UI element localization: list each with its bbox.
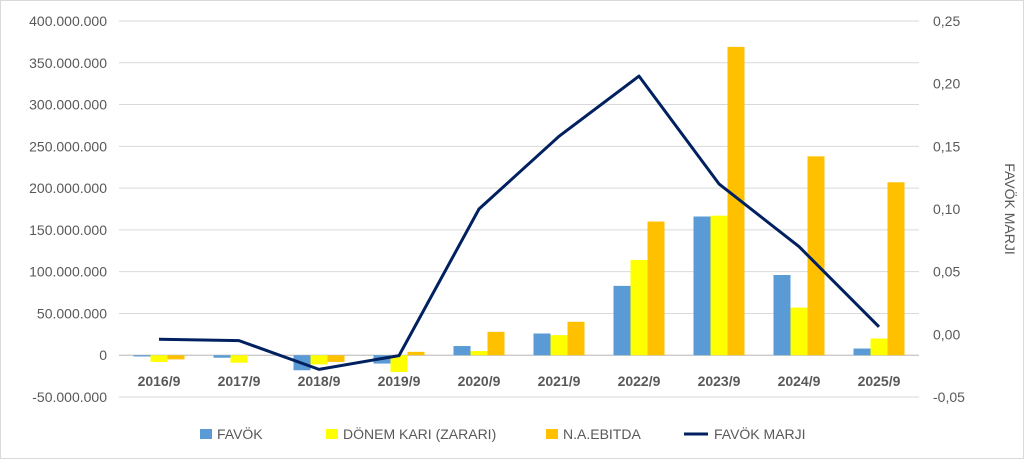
y-right-tick-label: 0,10 bbox=[933, 201, 960, 217]
bar bbox=[630, 259, 648, 356]
bar bbox=[167, 355, 185, 360]
bar bbox=[390, 355, 408, 372]
bar bbox=[807, 156, 825, 356]
y-left-tick-label: 350.000.000 bbox=[29, 55, 107, 71]
y-left-tick-label: 100.000.000 bbox=[29, 264, 107, 280]
y-left-tick-label: 0 bbox=[99, 347, 107, 363]
x-category-label: 2016/9 bbox=[138, 373, 181, 389]
y-left-tick-label: 400.000.000 bbox=[29, 13, 107, 29]
bar bbox=[453, 346, 471, 356]
y-left-tick-label: 250.000.000 bbox=[29, 138, 107, 154]
y-left-tick-label: 300.000.000 bbox=[29, 97, 107, 113]
bar bbox=[613, 285, 631, 356]
x-category-label: 2020/9 bbox=[458, 373, 501, 389]
y-right-tick-label: 0,05 bbox=[933, 264, 960, 280]
y-right-axis-title: FAVÖK MARJI bbox=[1002, 163, 1019, 255]
y-right-tick-label: 0,20 bbox=[933, 76, 960, 92]
y-left-tick-label: 200.000.000 bbox=[29, 180, 107, 196]
y-right-tick-label: 0,25 bbox=[933, 13, 960, 29]
x-category-label: 2018/9 bbox=[298, 373, 341, 389]
bar bbox=[533, 333, 551, 356]
x-category-label: 2022/9 bbox=[618, 373, 661, 389]
y-left-tick-label: -50.000.000 bbox=[32, 389, 107, 405]
x-category-label: 2024/9 bbox=[778, 373, 821, 389]
bar bbox=[710, 215, 728, 356]
bar bbox=[407, 351, 425, 356]
y-right-tick-label: -0,05 bbox=[933, 389, 965, 405]
bar bbox=[487, 331, 505, 356]
bar bbox=[470, 351, 488, 356]
x-category-label: 2017/9 bbox=[218, 373, 261, 389]
bar bbox=[310, 355, 328, 365]
legend-swatch bbox=[546, 429, 558, 439]
bar bbox=[790, 307, 808, 356]
x-category-label: 2021/9 bbox=[538, 373, 581, 389]
bar bbox=[230, 355, 248, 363]
y-right-tick-label: 0,00 bbox=[933, 326, 960, 342]
bar bbox=[773, 275, 791, 356]
legend-swatch bbox=[326, 429, 338, 439]
legend-label: FAVÖK bbox=[217, 425, 263, 442]
y-left-tick-label: 50.000.000 bbox=[37, 305, 107, 321]
bar bbox=[693, 216, 711, 356]
legend-label: FAVÖK MARJI bbox=[714, 425, 806, 442]
x-category-label: 2025/9 bbox=[858, 373, 901, 389]
bar bbox=[150, 355, 168, 362]
bar bbox=[727, 46, 745, 356]
legend-label: N.A.EBITDA bbox=[563, 426, 641, 442]
legend-label: DÖNEM KARI (ZARARI) bbox=[343, 425, 496, 442]
x-category-label: 2023/9 bbox=[698, 373, 741, 389]
bar bbox=[550, 335, 568, 356]
legend-swatch bbox=[200, 429, 212, 439]
bar bbox=[567, 321, 585, 356]
series-line bbox=[158, 74, 881, 371]
bar bbox=[327, 355, 345, 362]
y-left-tick-label: 150.000.000 bbox=[29, 222, 107, 238]
bar bbox=[213, 355, 231, 358]
bar bbox=[647, 221, 665, 356]
bar bbox=[887, 182, 905, 356]
bar bbox=[133, 355, 151, 357]
bar bbox=[870, 338, 888, 356]
x-category-label: 2019/9 bbox=[378, 373, 421, 389]
bar bbox=[853, 348, 871, 356]
y-right-tick-label: 0,15 bbox=[933, 138, 960, 154]
